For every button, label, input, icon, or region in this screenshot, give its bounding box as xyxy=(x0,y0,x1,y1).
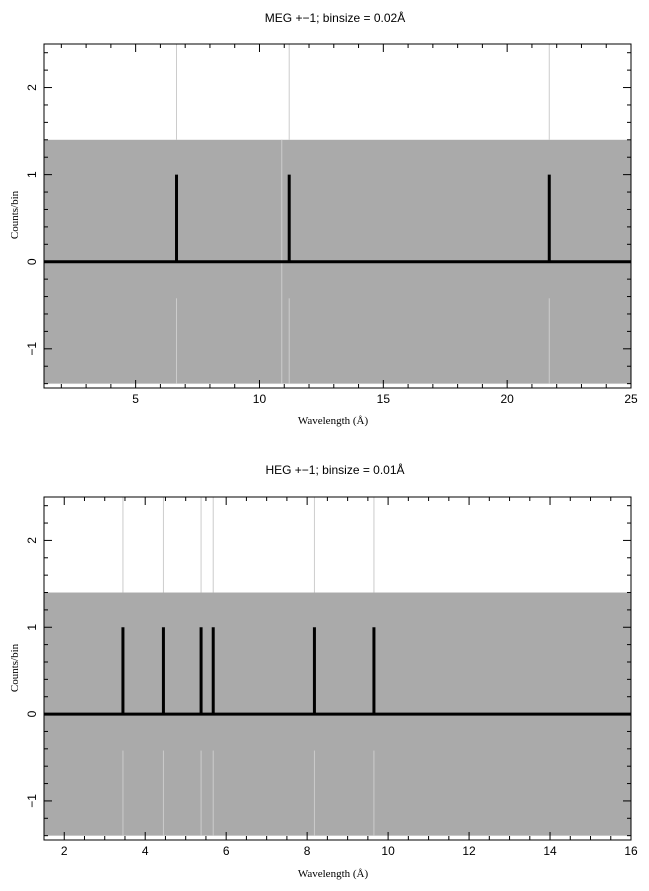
x-tick-label: 6 xyxy=(223,844,230,858)
x-tick-label: 4 xyxy=(142,844,149,858)
y-tick-label: 0 xyxy=(25,258,39,265)
chart-title: MEG +−1; binsize = 0.02Å xyxy=(265,10,405,25)
x-tick-label: 16 xyxy=(624,844,638,858)
x-tick-label: 25 xyxy=(624,392,638,406)
x-tick-label: 10 xyxy=(253,392,267,406)
y-tick-label: 2 xyxy=(25,84,39,91)
x-tick-label: 8 xyxy=(304,844,311,858)
chart-title: HEG +−1; binsize = 0.01Å xyxy=(265,462,404,477)
x-tick-label: 15 xyxy=(377,392,391,406)
plot-frame xyxy=(43,43,632,389)
y-tick-label: −1 xyxy=(25,342,39,356)
x-axis-label: Wavelength (Å) xyxy=(298,415,369,427)
x-axis-label: Wavelength (Å) xyxy=(298,868,369,880)
y-axis-label: Counts/bin xyxy=(9,643,21,692)
y-tick-label: 1 xyxy=(25,171,39,178)
y-tick-label: 2 xyxy=(25,537,39,544)
x-tick-label: 2 xyxy=(61,844,68,858)
x-tick-label: 20 xyxy=(500,392,514,406)
x-tick-label: 10 xyxy=(381,844,395,858)
plot-inner xyxy=(44,44,631,384)
y-axis-label: Counts/bin xyxy=(9,190,21,239)
y-tick-label: 0 xyxy=(25,710,39,717)
plot-inner xyxy=(44,497,631,836)
y-tick-label: −1 xyxy=(25,794,39,808)
plot-frame xyxy=(43,496,632,841)
x-tick-label: 5 xyxy=(132,392,139,406)
x-tick-label: 12 xyxy=(462,844,476,858)
y-tick-label: 1 xyxy=(25,624,39,631)
x-tick-label: 14 xyxy=(543,844,557,858)
